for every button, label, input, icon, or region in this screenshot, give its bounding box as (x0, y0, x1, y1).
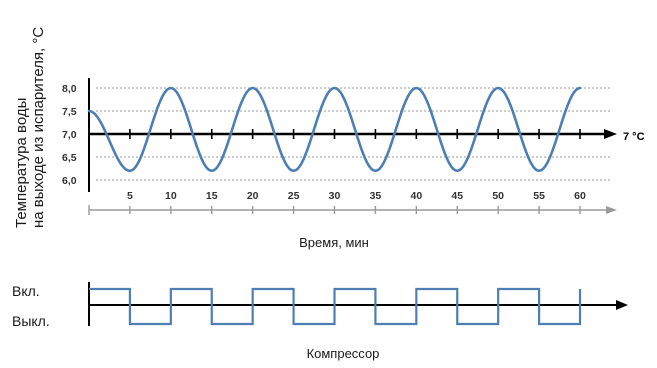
x-tick-label-7: 40 (410, 190, 422, 202)
y-axis-title-line-1: Температура воды (13, 98, 30, 228)
temperature-curve-group (87, 86, 582, 173)
y-axis-title-line-2: на выходе из испарителя, °С (30, 27, 47, 228)
x-tick-label-5: 30 (329, 190, 341, 202)
x-tick-labels: 5 10 15 20 25 30 35 40 45 50 55 60 (127, 190, 586, 202)
x-tick-label-4: 25 (288, 190, 300, 202)
compressor-on-label: Вкл. (12, 283, 40, 299)
y-tick-labels: 8,0 7,5 7,0 6,5 6,0 (62, 83, 77, 187)
compressor-signal (89, 287, 582, 326)
compressor-off-label: Выкл. (12, 313, 50, 329)
x-tick-label-11: 60 (574, 190, 586, 202)
y-tick-label-2: 7,0 (62, 129, 77, 141)
x-tick-label-0: 5 (127, 190, 133, 202)
x-tick-label-10: 55 (533, 190, 545, 202)
time-axis-arrow (606, 206, 617, 214)
y-tick-label-3: 6,5 (62, 152, 77, 164)
setpoint-label: 7 °С (623, 131, 645, 143)
time-axis (88, 205, 617, 215)
x-tick-label-9: 50 (492, 190, 504, 202)
grid-lines (96, 87, 612, 181)
x-tick-label-2: 15 (206, 190, 218, 202)
compressor-signal-group (89, 287, 582, 326)
x-tick-label-3: 20 (247, 190, 259, 202)
x-tick-label-8: 45 (451, 190, 463, 202)
y-tick-label-4: 6,0 (62, 175, 77, 187)
y-tick-label-0: 8,0 (62, 83, 77, 95)
setpoint-axis-arrow (604, 129, 617, 139)
compressor-caption: Компрессор (307, 346, 380, 361)
x-tick-label-6: 35 (370, 190, 382, 202)
temperature-curve (87, 86, 582, 173)
x-axis-title: Время, мин (299, 235, 369, 250)
y-tick-label-1: 7,5 (62, 106, 77, 118)
y-axis-title: Температура воды на выходе из испарителя… (13, 27, 47, 228)
upper-axes (88, 78, 617, 192)
compressor-axis-arrow (616, 300, 628, 310)
x-tick-label-1: 10 (165, 190, 177, 202)
